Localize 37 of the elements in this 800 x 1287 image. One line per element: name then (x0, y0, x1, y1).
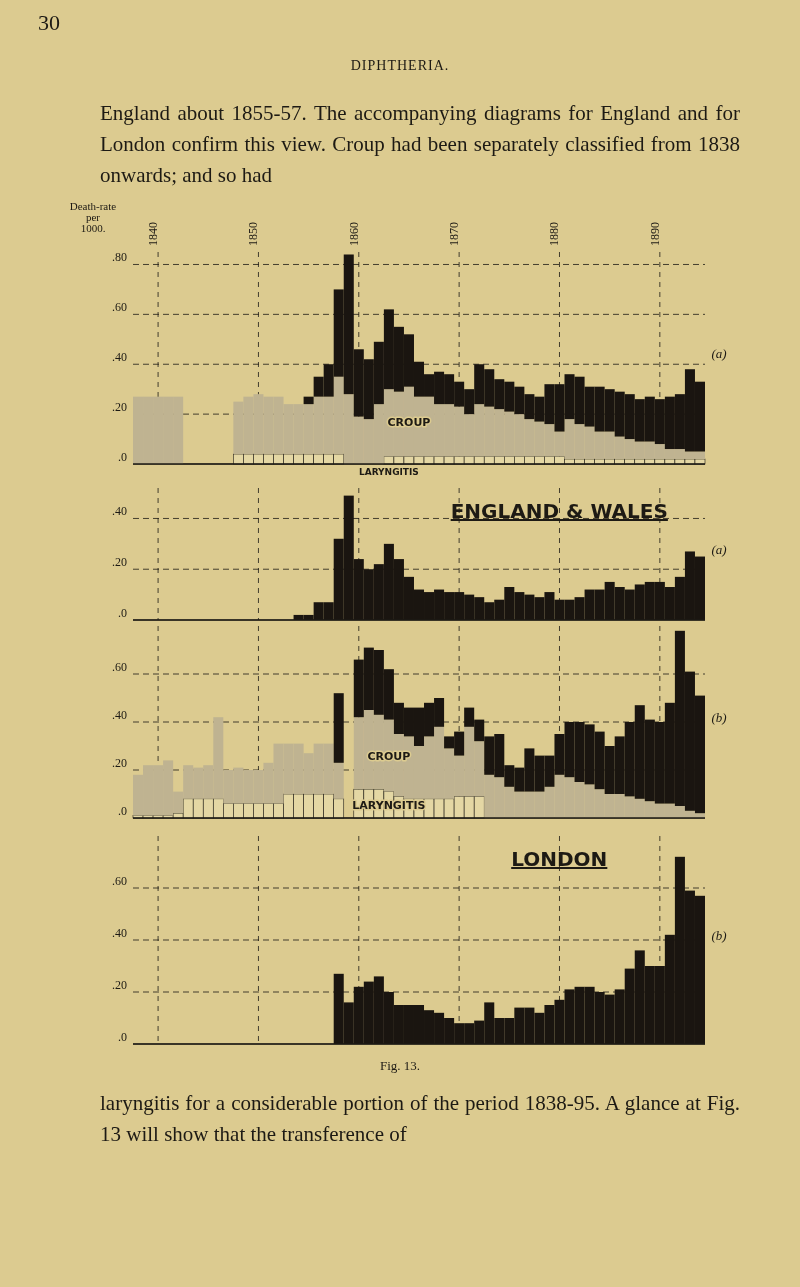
text: DIPHTHERIA. (349, 58, 451, 74)
y-tick-label: .60 (112, 660, 127, 674)
y-axis-title: Death-rate per 1000. (69, 200, 117, 234)
y-tick-label: .20 (112, 400, 127, 415)
text: (a) (711, 346, 727, 361)
y-tick-label: .40 (112, 926, 127, 940)
text: (b) (711, 928, 727, 943)
series-label: CROUP (367, 749, 411, 763)
y-tick-label: .20 (112, 555, 127, 570)
x-tick-label: 1860 (346, 222, 361, 246)
text: laryngitis for a considerable portion of the period 1838-95. A glance at Fig. 13 will show that the transference of (100, 1090, 740, 1148)
text: 30 (38, 10, 60, 36)
y-tick-label: .0 (118, 1030, 127, 1044)
y-tick-label: .20 (112, 978, 127, 992)
y-tick-label: .80 (112, 250, 127, 265)
y-tick-label: .0 (118, 450, 127, 464)
x-tick-label: 1870 (446, 222, 461, 246)
y-tick-label: .0 (118, 804, 127, 818)
x-tick-label: 1840 (145, 222, 160, 246)
series-label: CROUP (387, 415, 431, 429)
y-tick-label: .20 (112, 756, 127, 770)
text: LONDON (511, 847, 608, 871)
text: ENGLAND & WALES (450, 499, 668, 523)
text: (a) (711, 542, 727, 557)
text: England about 1855-57. The accompanying diagrams for England and for London confirm this view. Croup had been separately classified from 1838 onwards; and so had (100, 100, 740, 189)
text: (b) (711, 710, 727, 725)
y-tick-label: .60 (112, 300, 127, 315)
y-tick-label: .0 (118, 606, 127, 620)
x-tick-label: 1880 (547, 222, 562, 246)
series-label: LARYNGITIS (358, 467, 419, 477)
y-tick-label: .40 (112, 350, 127, 365)
x-tick-label: 1850 (246, 222, 261, 246)
y-tick-label: .40 (112, 504, 127, 519)
caption: Fig. 13. (378, 1058, 422, 1074)
y-tick-label: .40 (112, 708, 127, 722)
y-tick-label: .60 (112, 874, 127, 888)
x-tick-label: 1890 (647, 222, 662, 246)
